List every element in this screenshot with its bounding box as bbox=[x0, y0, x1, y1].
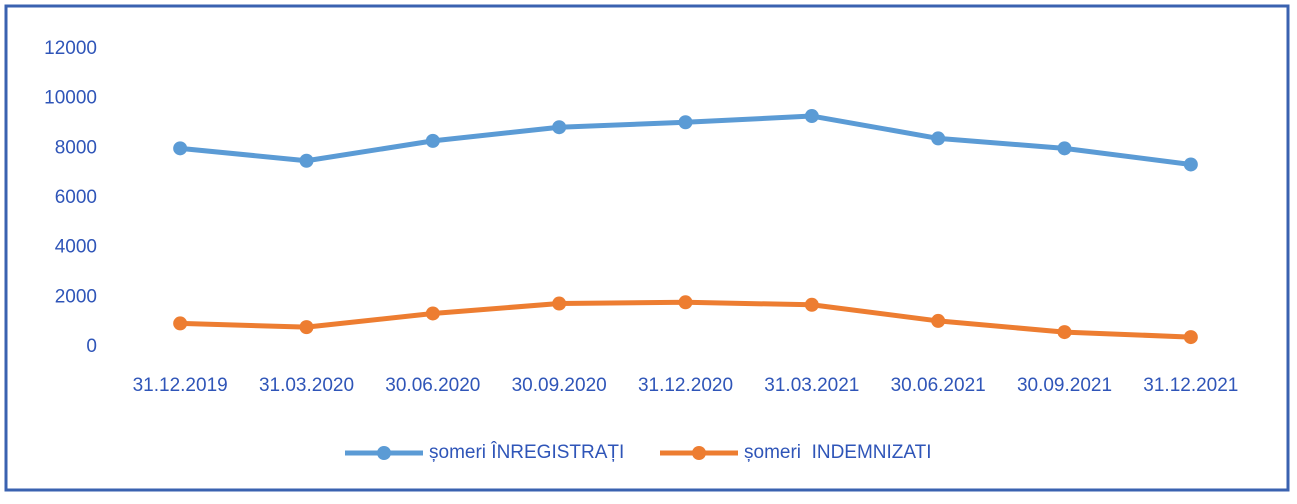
x-tick-label: 30.09.2020 bbox=[512, 375, 607, 396]
y-tick-label: 10000 bbox=[44, 88, 97, 109]
data-point bbox=[1057, 141, 1072, 156]
data-point bbox=[552, 120, 567, 135]
y-tick-label: 12000 bbox=[44, 38, 97, 59]
y-tick-label: 4000 bbox=[55, 237, 97, 258]
data-point bbox=[299, 320, 314, 335]
x-tick-label: 31.03.2021 bbox=[764, 375, 859, 396]
legend-label: șomeri ÎNREGISTRAȚI bbox=[429, 441, 624, 463]
legend-marker bbox=[377, 446, 391, 460]
legend-marker bbox=[692, 446, 706, 460]
data-point bbox=[804, 297, 819, 312]
data-point bbox=[678, 295, 693, 310]
x-tick-label: 30.06.2020 bbox=[385, 375, 480, 396]
legend-label: șomeri INDEMNIZATI bbox=[744, 442, 932, 463]
y-tick-label: 0 bbox=[86, 336, 97, 357]
x-tick-label: 31.12.2019 bbox=[133, 375, 228, 396]
data-point bbox=[552, 296, 567, 311]
data-point bbox=[173, 316, 188, 331]
data-point bbox=[425, 133, 440, 148]
data-point bbox=[1057, 325, 1072, 340]
chart-frame bbox=[4, 4, 1290, 492]
data-point bbox=[931, 313, 946, 328]
x-tick-label: 30.09.2021 bbox=[1017, 375, 1112, 396]
data-point bbox=[931, 131, 946, 146]
data-point bbox=[173, 141, 188, 156]
x-tick-label: 31.12.2021 bbox=[1143, 375, 1238, 396]
data-point bbox=[425, 306, 440, 321]
y-tick-label: 6000 bbox=[55, 187, 97, 208]
data-point bbox=[678, 115, 693, 130]
data-point bbox=[1183, 157, 1198, 172]
data-point bbox=[1183, 330, 1198, 345]
data-point bbox=[299, 153, 314, 168]
x-tick-label: 31.12.2020 bbox=[638, 375, 733, 396]
x-tick-label: 31.03.2020 bbox=[259, 375, 354, 396]
data-point bbox=[804, 109, 819, 124]
x-tick-label: 30.06.2021 bbox=[891, 375, 986, 396]
y-tick-label: 2000 bbox=[55, 286, 97, 307]
y-tick-label: 8000 bbox=[55, 137, 97, 158]
